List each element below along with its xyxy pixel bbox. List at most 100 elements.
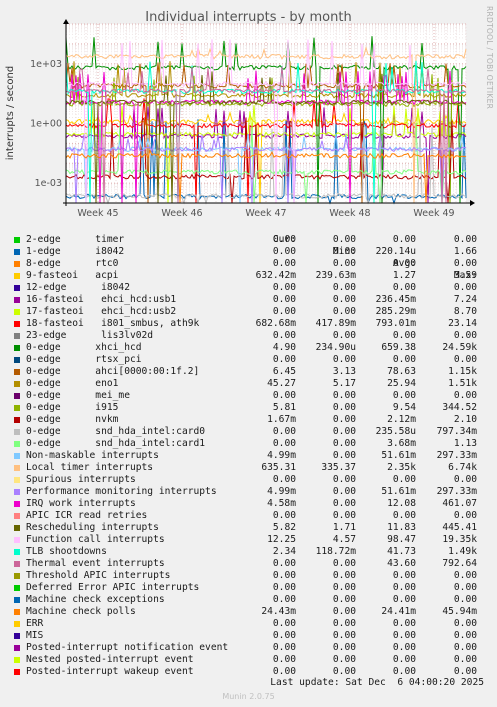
y-tick-label: 1e+03 xyxy=(30,59,62,70)
legend-max: 445.41 xyxy=(442,522,477,533)
legend-min: 0.00 xyxy=(332,234,356,245)
legend-swatch xyxy=(14,381,20,387)
legend-avg: 0.00 xyxy=(392,654,416,665)
legend-min: 0.00 xyxy=(332,510,356,521)
legend-row: Spurious interrupts 0.00 0.00 0.00 0.00 xyxy=(0,474,497,486)
legend-label: 18-fasteoi i801_smbus, ath9k xyxy=(26,318,200,329)
legend-min: 239.63m xyxy=(315,270,356,281)
legend-label: Machine check polls xyxy=(26,606,136,617)
legend-avg: 41.73 xyxy=(387,546,416,557)
legend-row: 0-edge eno1 45.27 5.17 25.94 1.51k xyxy=(0,378,497,390)
legend-max: 0.00 xyxy=(453,618,477,629)
legend-label: 0-edge mei_me xyxy=(26,390,130,401)
legend-avg: 285.29m xyxy=(375,306,416,317)
col-min-header: Min: xyxy=(332,246,356,257)
legend-label: Performance monitoring interrupts xyxy=(26,486,217,497)
legend-min: 0.00 xyxy=(332,450,356,461)
legend-min: 0.00 xyxy=(332,390,356,401)
legend-cur: 0.00 xyxy=(272,654,296,665)
series-line xyxy=(65,116,467,204)
legend-row: ERR 0.00 0.00 0.00 0.00 xyxy=(0,618,497,630)
legend-cur: 0.00 xyxy=(272,666,296,677)
legend-max: 0.00 xyxy=(453,642,477,653)
x-tick-label: Week 49 xyxy=(413,208,454,219)
legend-swatch xyxy=(14,537,20,543)
series-line xyxy=(65,61,467,99)
legend-label: APIC ICR read retries xyxy=(26,510,148,521)
legend-cur: 635.31 xyxy=(261,462,296,473)
legend-avg: 0.00 xyxy=(392,330,416,341)
legend-label: Deferred Error APIC interrupts xyxy=(26,582,200,593)
legend-max: 0.00 xyxy=(453,234,477,245)
legend-avg: 0.00 xyxy=(392,582,416,593)
legend-row: Posted-interrupt wakeup event 0.00 0.00 0.0… xyxy=(0,666,497,678)
legend-swatch xyxy=(14,669,20,675)
legend-label: 0-edge xhci_hcd xyxy=(26,342,142,353)
legend-row: Local timer interrupts 635.31 335.37 2.35k 6… xyxy=(0,462,497,474)
series-line xyxy=(65,66,467,204)
legend-row: 2-edge timer 0.00 0.00 0.00 0.00 xyxy=(0,234,497,246)
legend-label: 17-fasteoi ehci_hcd:usb2 xyxy=(26,306,177,317)
legend-max: 0.00 xyxy=(453,354,477,365)
legend-avg: 78.63 xyxy=(387,366,416,377)
legend-max: 344.52 xyxy=(442,402,477,413)
legend-label: 1-edge i8042 xyxy=(26,246,125,257)
legend-min: 0.00 xyxy=(332,402,356,413)
legend-min: 0.00 xyxy=(332,330,356,341)
legend-swatch xyxy=(14,249,20,255)
legend-row: 0-edge snd_hda_intel:card1 0.00 0.00 3.68m 1… xyxy=(0,438,497,450)
legend-min: 0.00 xyxy=(332,246,356,257)
legend-swatch xyxy=(14,573,20,579)
legend-row: 0-edge rtsx_pci 0.00 0.00 0.00 0.00 xyxy=(0,354,497,366)
legend-cur: 1.67m xyxy=(267,414,296,425)
legend-min: 0.00 xyxy=(332,486,356,497)
legend-avg: 9.54 xyxy=(392,402,416,413)
legend-min: 0.00 xyxy=(332,282,356,293)
series-line xyxy=(65,45,467,204)
col-cur-header: Cur: xyxy=(272,234,296,245)
legend-swatch xyxy=(14,333,20,339)
legend-label: 0-edge nvkm xyxy=(26,414,119,425)
legend-swatch xyxy=(14,585,20,591)
legend-row: 0-edge i915 5.81 0.00 9.54 344.52 xyxy=(0,402,497,414)
legend-label: MIS xyxy=(26,630,44,641)
axis-tick-labels: 1e-03 1e+00 1e+03 Week 45 Week 46 Week 47 Week… xyxy=(30,59,455,219)
legend-max: 0.00 xyxy=(453,570,477,581)
legend-min: 234.90u xyxy=(315,342,356,353)
legend-min: 0.00 xyxy=(332,666,356,677)
legend-min: 5.17 xyxy=(332,378,356,389)
legend-row: Non-maskable interrupts 4.99m 0.00 51.61m 29… xyxy=(0,450,497,462)
legend-label: Function call interrupts xyxy=(26,534,165,545)
legend-cur: 682.68m xyxy=(255,318,296,329)
legend-row: IRQ work interrupts 4.58m 0.00 12.08 461.07 xyxy=(0,498,497,510)
legend-max: 8.70 xyxy=(453,306,477,317)
legend-swatch xyxy=(14,561,20,567)
legend-swatch xyxy=(14,465,20,471)
series-line xyxy=(65,149,467,204)
x-tick-label: Week 45 xyxy=(77,208,118,219)
legend-label: 2-edge timer xyxy=(26,234,125,245)
legend-row: MIS 0.00 0.00 0.00 0.00 xyxy=(0,630,497,642)
legend-swatch xyxy=(14,297,20,303)
legend-avg: 793.01m xyxy=(375,318,416,329)
x-tick-label: Week 47 xyxy=(245,208,286,219)
legend-max: 797.34m xyxy=(436,426,477,437)
legend-avg: 235.58u xyxy=(375,426,416,437)
legend-avg: 0.00 xyxy=(392,234,416,245)
legend-avg: 0.00 xyxy=(392,618,416,629)
legend-min: 1.71 xyxy=(332,522,356,533)
x-tick-label: Week 46 xyxy=(161,208,202,219)
legend-min: 118.72m xyxy=(315,546,356,557)
legend-swatch xyxy=(14,357,20,363)
legend-swatch xyxy=(14,489,20,495)
series-lines xyxy=(65,36,467,205)
legend-cur: 2.34 xyxy=(272,546,296,557)
legend-max: 6.74k xyxy=(448,462,477,473)
legend-cur: 4.90 xyxy=(272,342,296,353)
legend-header: Cur: Min: Avg: Max: xyxy=(0,222,497,281)
legend-cur: 0.00 xyxy=(272,438,296,449)
legend-cur: 0.00 xyxy=(272,426,296,437)
legend-row: Posted-interrupt notification event 0.00 0… xyxy=(0,642,497,654)
legend-swatch xyxy=(14,369,20,375)
legend-max: 19.35k xyxy=(442,534,477,545)
